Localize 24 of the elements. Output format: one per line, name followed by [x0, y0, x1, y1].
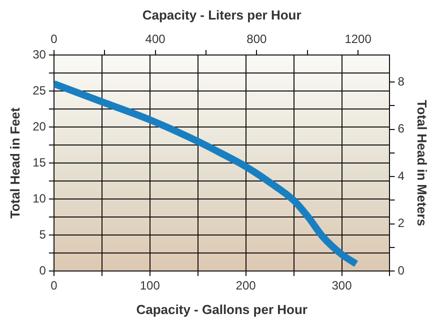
- y-tick-label: 0: [39, 263, 46, 278]
- x2-tick-label: 400: [145, 32, 166, 46]
- y-axis-title: Total Head in Feet: [7, 106, 22, 218]
- x-tick-label: 100: [140, 278, 160, 293]
- y-tick-label: 25: [32, 83, 46, 98]
- y-tick-label: 10: [32, 191, 46, 206]
- x2-axis-title: Capacity - Liters per Hour: [142, 7, 302, 22]
- y2-tick-label: 0: [398, 263, 405, 278]
- x-tick-label: 0: [50, 278, 58, 293]
- x2-tick-label: 800: [246, 32, 268, 46]
- y2-axis-title: Total Head in Meters: [414, 100, 430, 226]
- x-tick-label: 200: [236, 278, 256, 293]
- x2-tick-label: 0: [50, 32, 58, 46]
- x-tick-label: 300: [332, 278, 352, 293]
- y2-tick-label: 2: [398, 216, 405, 230]
- x2-tick-label: 1200: [344, 32, 372, 46]
- x-axis-title: Capacity - Gallons per Hour: [136, 302, 308, 317]
- y-tick-label: 30: [32, 47, 46, 62]
- y-tick-label: 15: [32, 155, 46, 170]
- y-tick-label: 20: [32, 119, 46, 134]
- y2-tick-label: 8: [398, 74, 405, 88]
- y-tick-label: 5: [39, 227, 46, 242]
- y2-tick-label: 4: [398, 168, 405, 183]
- y2-tick-label: 6: [398, 122, 405, 136]
